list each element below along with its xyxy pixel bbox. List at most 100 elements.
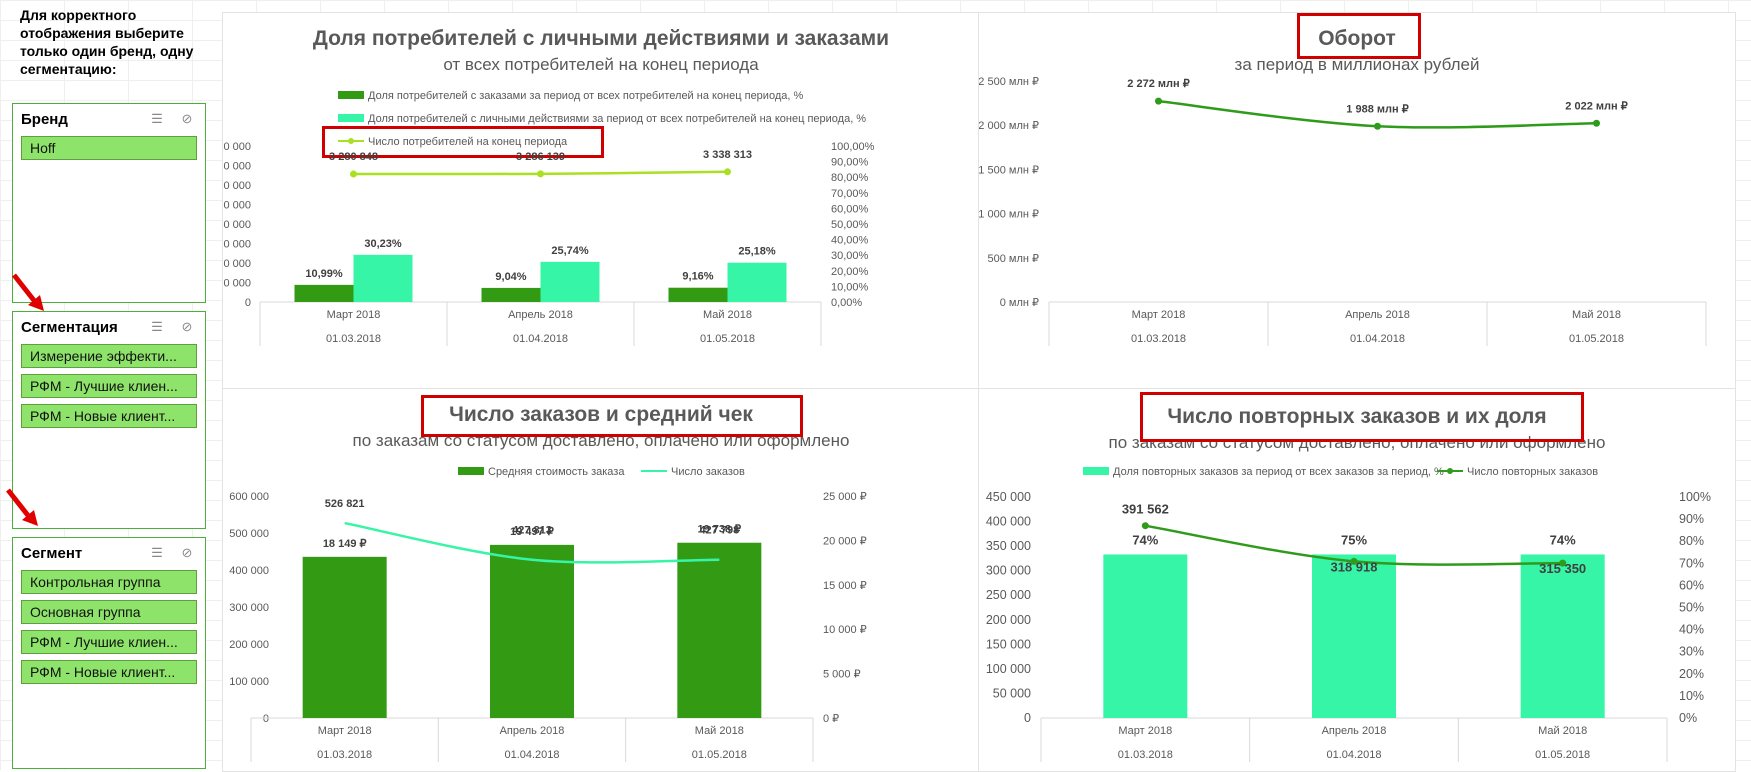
y2-tick-label: 60%	[1679, 578, 1704, 592]
chart-panel-orders[interactable]: Число заказов и средний чек по заказам с…	[222, 388, 980, 772]
data-label: 427 813	[512, 525, 552, 537]
y2-tick-label: 5 000 ₽	[823, 669, 861, 681]
y2-tick-label: 30%	[1679, 645, 1704, 659]
data-label: 10,99%	[305, 268, 343, 280]
slicer-item[interactable]: Основная группа	[21, 600, 197, 624]
slicer-segment[interactable]: Сегмент ☰ ⊘ Контрольная группа Основная …	[12, 537, 206, 769]
x-date-label: 01.03.2018	[317, 749, 372, 761]
slicer-item[interactable]: РФМ - Лучшие клиен...	[21, 630, 197, 654]
y2-tick-label: 0 ₽	[823, 713, 839, 725]
y-tick-label: 350 000	[986, 539, 1031, 553]
x-tick-label: Апрель 2018	[1322, 725, 1387, 737]
y-tick-label: 1 500 млн ₽	[979, 164, 1039, 176]
chart-turnover: 2 500 млн ₽ 2 000 млн ₽ 1 500 млн ₽ 1 000 м…	[979, 76, 1707, 346]
x-date-label: 01.05.2018	[1535, 749, 1590, 761]
line-point	[1593, 119, 1600, 127]
y-tick-label: 1 500 000	[223, 239, 251, 251]
multiselect-icon[interactable]: ☰	[151, 319, 163, 334]
clear-filter-icon[interactable]: ⊘	[181, 545, 193, 560]
data-label: 9,04%	[495, 271, 526, 283]
y-tick-label: 0	[1024, 711, 1031, 725]
line-point	[1350, 557, 1358, 565]
data-label: 25,74%	[551, 245, 589, 257]
slicer-item[interactable]: РФМ - Новые клиент...	[21, 660, 197, 684]
y-tick-label: 450 000	[986, 490, 1031, 504]
data-label: 74%	[1132, 532, 1158, 547]
x-tick-label: Март 2018	[1132, 309, 1186, 321]
chart-orders: Средняя стоимость заказа Число заказов 6…	[229, 466, 867, 762]
y-tick-label: 2 500 млн ₽	[979, 76, 1039, 88]
y2-tick-label: 40,00%	[831, 235, 869, 247]
y-tick-label: 4 000 000	[223, 141, 251, 153]
clear-filter-icon[interactable]: ⊘	[181, 319, 193, 334]
y2-tick-label: 0,00%	[831, 297, 862, 309]
x-tick-label: Март 2018	[327, 309, 381, 321]
chart-title: Число заказов и средний чек	[449, 403, 753, 426]
x-date-label: 01.05.2018	[700, 333, 755, 345]
y-tick-label: 500 000	[223, 278, 251, 290]
x-date-label: 01.05.2018	[1569, 333, 1624, 345]
y-tick-label: 2 000 млн ₽	[979, 120, 1039, 132]
y-tick-label: 1 000 млн ₽	[979, 209, 1039, 221]
legend-label: Доля потребителей с заказами за период о…	[368, 90, 803, 102]
y2-tick-label: 40%	[1679, 623, 1704, 637]
chart-title: Оборот	[1318, 27, 1396, 50]
slicer-title: Сегмент	[21, 544, 83, 562]
slicer-segmentation[interactable]: Сегментация ☰ ⊘ Измерение эффекти... РФМ…	[12, 311, 206, 529]
x-tick-label: Май 2018	[1538, 725, 1587, 737]
legend-label: Число заказов	[671, 466, 745, 478]
x-date-label: 01.03.2018	[1131, 333, 1186, 345]
line-point	[1374, 122, 1381, 130]
y2-tick-label: 20 000 ₽	[823, 535, 867, 547]
bar	[302, 556, 387, 718]
series-line	[344, 521, 720, 564]
chart-panel-consumers[interactable]: Доля потребителей с личными действиями и…	[222, 12, 980, 390]
chart-panel-repeat-orders[interactable]: Число повторных заказов и их доля по зак…	[978, 388, 1736, 772]
y-tick-label: 0 млн ₽	[1000, 297, 1039, 309]
y2-tick-label: 10%	[1679, 689, 1704, 703]
y-tick-label: 150 000	[986, 637, 1031, 651]
x-tick-label: Май 2018	[703, 309, 752, 321]
slicer-item[interactable]: РФМ - Новые клиент...	[21, 404, 197, 428]
slicer-item[interactable]: Измерение эффекти...	[21, 344, 197, 368]
bar	[727, 262, 787, 302]
bar	[481, 287, 541, 302]
clear-filter-icon[interactable]: ⊘	[181, 111, 193, 126]
data-label: 74%	[1550, 532, 1576, 547]
y-tick-label: 100 000	[229, 676, 269, 688]
bar	[294, 284, 354, 302]
slicer-brand[interactable]: Бренд ☰ ⊘ Hoff	[12, 103, 206, 303]
instruction-text: Для корректного отображения выберите тол…	[20, 7, 194, 77]
bar	[490, 544, 574, 718]
line-point	[724, 168, 731, 176]
multiselect-icon[interactable]: ☰	[151, 545, 163, 560]
bar	[668, 287, 728, 302]
slicer-title: Бренд	[21, 110, 68, 128]
legend: Доля повторных заказов за период от всех…	[1083, 466, 1598, 478]
chart-title: Число повторных заказов и их доля	[1167, 405, 1547, 428]
y-tick-label: 400 000	[986, 515, 1031, 529]
y-tick-label: 2 500 000	[223, 200, 251, 212]
y2-tick-label: 20%	[1679, 667, 1704, 681]
x-tick-label: Май 2018	[1572, 309, 1621, 321]
x-tick-label: Март 2018	[1118, 725, 1172, 737]
bar	[353, 254, 413, 302]
legend-swatch	[338, 114, 364, 122]
legend-swatch	[338, 91, 364, 99]
line-point	[537, 170, 544, 178]
slicer-item[interactable]: Hoff	[21, 136, 197, 160]
data-label: 391 562	[1122, 502, 1169, 517]
y-tick-label: 3 500 000	[223, 161, 251, 173]
legend-swatch	[1447, 468, 1453, 474]
bar	[1312, 554, 1396, 718]
chart-repeat-orders: Доля повторных заказов за период от всех…	[986, 466, 1711, 762]
chart-panel-turnover[interactable]: Оборот за период в миллионах рублей 2 50…	[978, 12, 1736, 390]
y-tick-label: 0	[263, 713, 269, 725]
slicer-item[interactable]: Контрольная группа	[21, 570, 197, 594]
multiselect-icon[interactable]: ☰	[151, 111, 163, 126]
x-date-label: 01.03.2018	[326, 333, 381, 345]
y2-tick-label: 90,00%	[831, 157, 869, 169]
data-label: 9,16%	[682, 271, 713, 283]
y-tick-label: 200 000	[229, 639, 269, 651]
slicer-item[interactable]: РФМ - Лучшие клиен...	[21, 374, 197, 398]
